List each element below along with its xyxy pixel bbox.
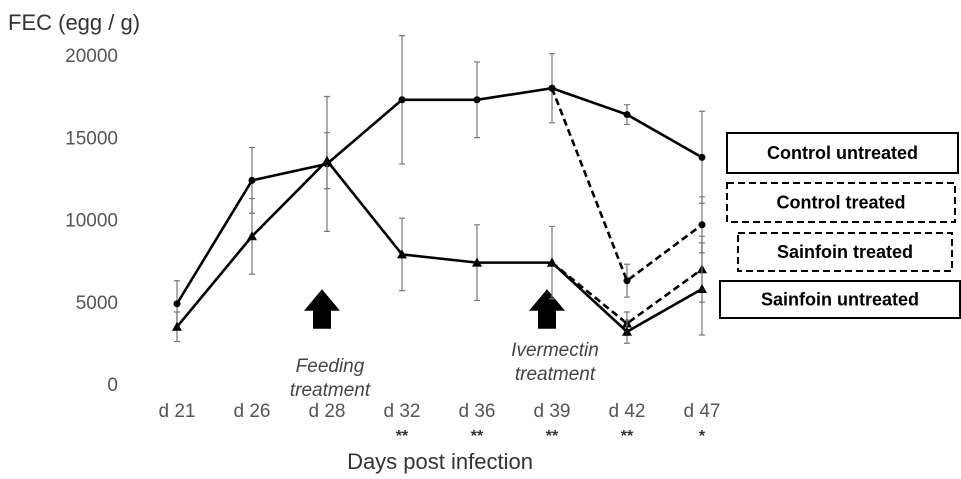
- legend-box: [737, 232, 953, 272]
- marker: [248, 176, 256, 184]
- y-tick-label: 10000: [65, 211, 118, 232]
- marker: [548, 84, 556, 92]
- annotation: treatment: [290, 380, 371, 401]
- y-tick-label: 0: [107, 375, 118, 396]
- x-tick-label: d 28: [309, 401, 346, 422]
- legend-entry: Sainfoin untreated: [761, 289, 919, 309]
- marker: [247, 231, 257, 241]
- y-tick-label: 15000: [65, 128, 118, 149]
- ivermectin-arrow: [529, 289, 565, 329]
- series-line: [175, 86, 703, 305]
- legend-entry: Control treated: [776, 192, 905, 212]
- y-tick-label: 20000: [65, 46, 118, 67]
- annotation: Feeding: [296, 356, 365, 377]
- significance: **: [471, 428, 484, 445]
- series-line: [551, 261, 703, 326]
- x-tick-label: d 32: [384, 401, 421, 422]
- x-tick-label: d 39: [534, 401, 571, 422]
- feeding-arrow: [304, 289, 340, 329]
- marker: [697, 283, 707, 293]
- x-tick-label: d 42: [609, 401, 646, 422]
- series-line: [550, 87, 703, 283]
- x-tick-label: d 26: [234, 401, 271, 422]
- marker: [172, 321, 182, 331]
- annotation: treatment: [515, 364, 596, 385]
- x-tick-label: d 36: [459, 401, 496, 422]
- legend-box: [726, 132, 959, 174]
- x-tick-label: d 47: [684, 401, 721, 422]
- marker: [547, 257, 557, 267]
- marker: [173, 300, 181, 308]
- marker: [698, 221, 706, 229]
- series-line: [175, 158, 703, 334]
- marker: [622, 326, 632, 336]
- marker: [322, 155, 332, 165]
- marker: [698, 153, 706, 161]
- y-axis-label: FEC (egg / g): [8, 10, 140, 35]
- x-axis-label: Days post infection: [347, 449, 533, 474]
- legend-box: [719, 280, 961, 319]
- legend-entry: Control untreated: [767, 143, 918, 163]
- y-tick-label: 5000: [76, 293, 118, 314]
- marker: [398, 96, 406, 104]
- marker: [472, 257, 482, 267]
- marker: [397, 249, 407, 259]
- legend-entry: Sainfoin treated: [777, 242, 913, 262]
- significance: **: [396, 428, 409, 445]
- significance: **: [546, 428, 559, 445]
- significance: **: [621, 428, 634, 445]
- annotation: Ivermectin: [511, 340, 599, 361]
- marker: [473, 96, 481, 104]
- legend-box: [726, 182, 956, 223]
- significance: *: [699, 428, 706, 445]
- marker: [623, 111, 631, 119]
- x-tick-label: d 21: [159, 401, 196, 422]
- marker: [623, 277, 631, 285]
